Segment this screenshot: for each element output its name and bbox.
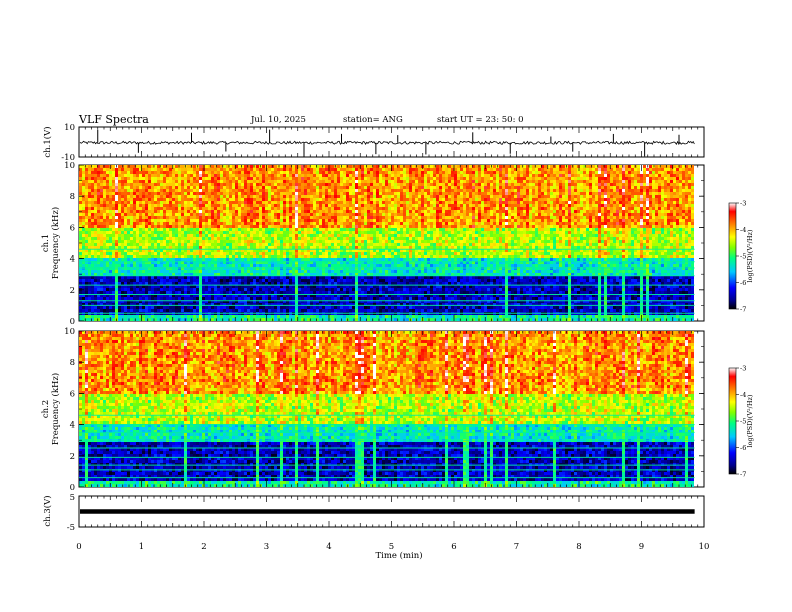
header-station: station= ANG xyxy=(343,115,403,125)
colorbar-tick-label: -6 xyxy=(740,444,746,452)
colorbar-tick-label: -4 xyxy=(740,391,746,399)
ch1-ylabel: ch.1(V) xyxy=(42,126,53,157)
ch3-ylabel: ch.3(V) xyxy=(42,495,53,526)
ch2-colorbar xyxy=(728,367,737,475)
colorbar-tick-label: -3 xyxy=(740,200,746,208)
x-tick-label: 6 xyxy=(451,542,456,552)
x-tick-label: 0 xyxy=(76,542,81,552)
ch2-colorbar-label: log(PSD)(V²/Hz) xyxy=(746,394,754,447)
colorbar-tick-label: -6 xyxy=(740,279,746,287)
x-tick-label: 10 xyxy=(699,542,710,552)
ch2-spectrogram-image xyxy=(79,331,695,487)
x-axis-label: Time (min) xyxy=(375,550,422,561)
ch2-spectrogram-yticks: 0 2 4 6 8 10 xyxy=(64,327,704,493)
spectrogram-ytick-label: 4 xyxy=(70,255,75,265)
colorbar-tick-label: -7 xyxy=(740,306,746,314)
colorbar-tick-label: -5 xyxy=(740,418,746,426)
spectrogram-ytick-label: 2 xyxy=(70,452,75,462)
colorbar-tick-label: -7 xyxy=(740,471,746,479)
ch2-spectrogram-panel xyxy=(78,330,705,488)
x-tick-label: 2 xyxy=(201,542,206,552)
x-tick-label: 4 xyxy=(326,542,331,552)
x-tick-label: 5 xyxy=(389,542,394,552)
x-axis-tick-labels: 0 1 2 3 4 5 6 7 8 9 10 xyxy=(76,542,709,552)
ch2-colorbar-ticks: -3 -4 -5 -6 -7 xyxy=(736,365,746,479)
colorbar-tick-label: -3 xyxy=(740,365,746,373)
x-axis-ticks xyxy=(78,127,705,527)
ch3-ytick-bottom: -5 xyxy=(67,523,75,533)
ch1-spectrogram-yticks: 0 2 4 6 8 10 xyxy=(64,161,704,327)
ch3-ytick-top: 5 xyxy=(70,493,75,503)
x-tick-label: 8 xyxy=(576,542,581,552)
x-tick-label: 3 xyxy=(264,542,269,552)
ch1-spectrogram-ylabel-frequency: Frequency (kHz) xyxy=(50,207,61,279)
ch1-ytick-top: 10 xyxy=(64,123,75,133)
ch1-colorbar-ticks: -3 -4 -5 -6 -7 xyxy=(736,200,746,314)
header-date: Jul. 10, 2025 xyxy=(251,115,306,125)
ch1-colorbar-label: log(PSD)(V²/Hz) xyxy=(746,229,754,282)
colorbar-tick-label: -5 xyxy=(740,253,746,261)
ch1-spectrogram-image xyxy=(79,165,695,321)
spectrogram-ytick-label: 2 xyxy=(70,286,75,296)
colorbar-tick-label: -4 xyxy=(740,226,746,234)
ch1-ytick-bottom: -10 xyxy=(61,153,75,163)
ch2-spectrogram-ylabel-channel: ch.2 xyxy=(41,400,51,418)
spectrogram-ytick-label: 4 xyxy=(70,421,75,431)
spectrogram-ytick-label: 0 xyxy=(70,483,75,493)
ch1-waveform-trace xyxy=(79,140,695,145)
x-tick-label: 9 xyxy=(639,542,644,552)
spectrogram-ytick-label: 6 xyxy=(70,389,75,399)
ch1-colorbar xyxy=(728,202,737,310)
x-tick-label: 1 xyxy=(139,542,144,552)
ch2-spectrogram-ylabel-frequency: Frequency (kHz) xyxy=(50,373,61,445)
x-tick-label: 7 xyxy=(514,542,519,552)
ch1-spectrogram-ylabel-channel: ch.1 xyxy=(41,234,51,252)
spectrogram-ytick-label: 8 xyxy=(70,192,75,202)
spectrogram-ytick-label: 10 xyxy=(64,327,75,337)
spectrogram-ytick-label: 8 xyxy=(70,358,75,368)
spectrogram-ytick-label: 0 xyxy=(70,317,75,327)
chart-title: VLF Spectra xyxy=(79,113,149,126)
spectrogram-ytick-label: 6 xyxy=(70,223,75,233)
header-start-time: start UT = 23: 50: 0 xyxy=(437,115,524,125)
spectrogram-ytick-label: 10 xyxy=(64,161,75,171)
ch1-spectrogram-panel xyxy=(78,164,705,322)
